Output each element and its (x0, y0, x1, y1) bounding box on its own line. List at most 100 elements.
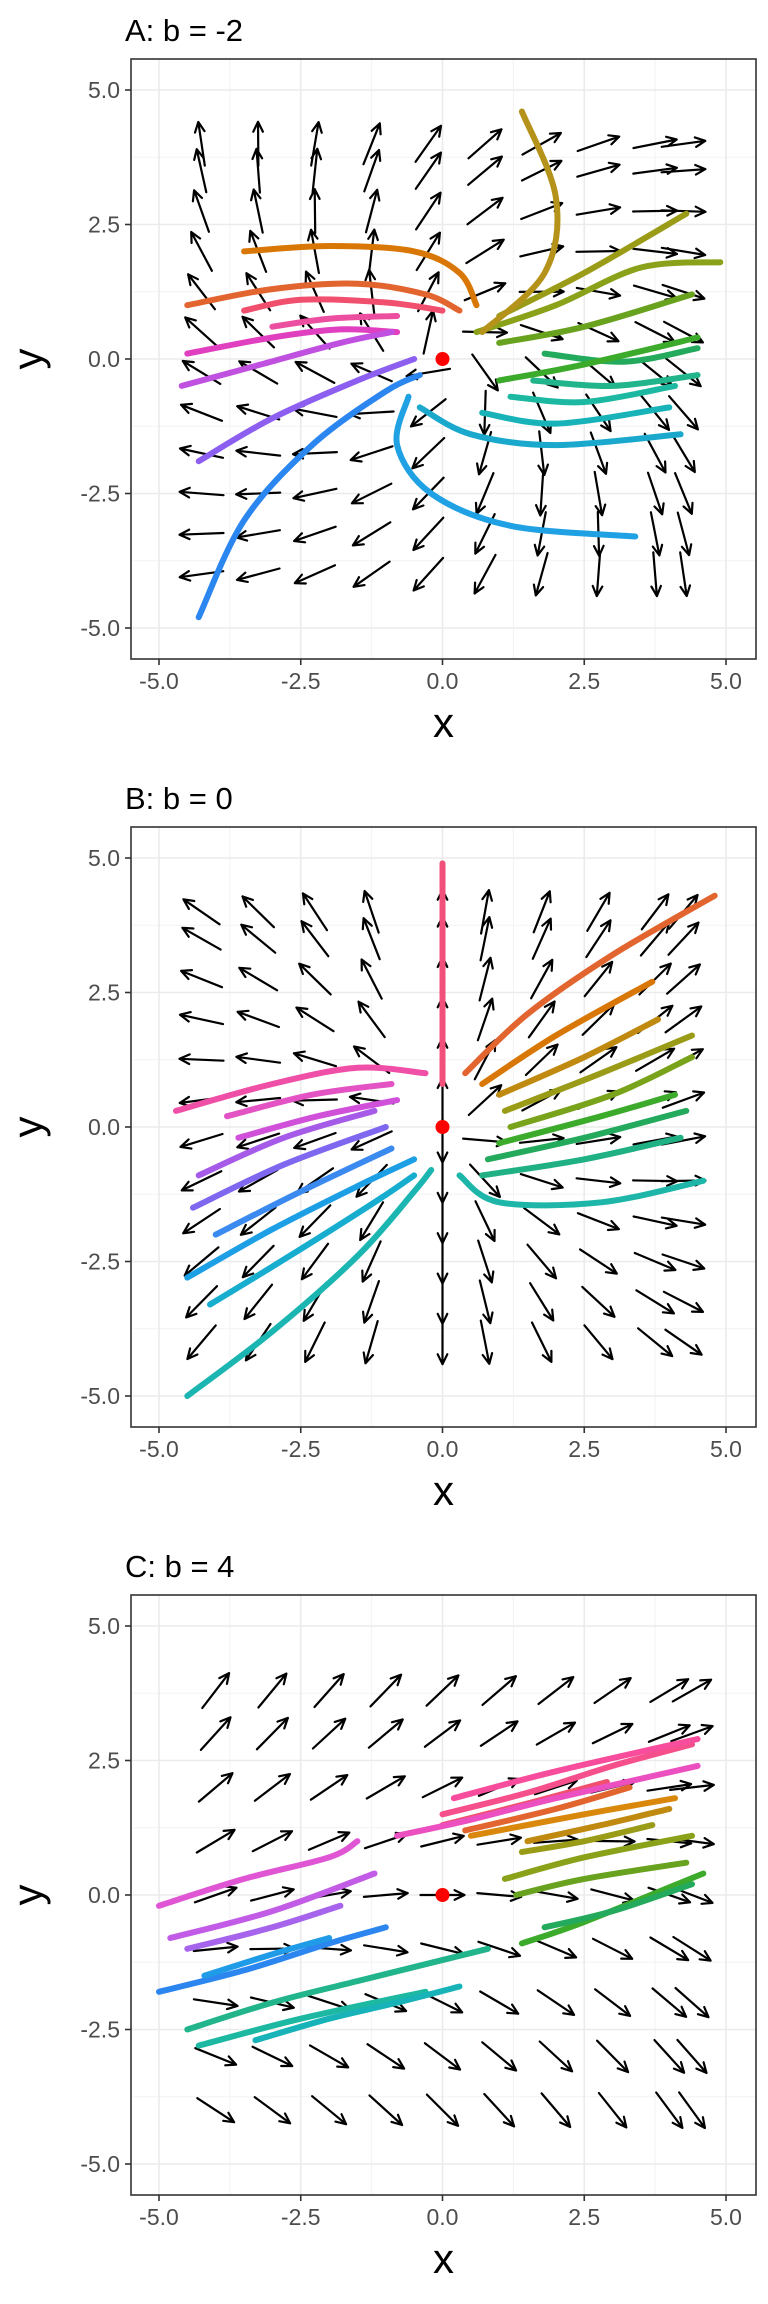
vector-arrow (591, 1722, 634, 1745)
trajectory-18 (184, 1167, 435, 1399)
vector-arrow (412, 516, 445, 552)
x-tick-label: -2.5 (281, 2204, 321, 2230)
vector-arrow (193, 1885, 238, 1904)
chart-panel-2: C: b = 4 -5.0 -5.0 -2.5 -2.5 0.0 0.0 2.5 2.5 5.0 5… (4, 1549, 757, 2282)
vector-arrow (670, 1723, 714, 1743)
vector-arrow (581, 1285, 616, 1318)
vector-arrow (661, 1253, 706, 1271)
vector-arrow (590, 1888, 635, 1904)
vector-arrow (199, 1716, 232, 1751)
trajectory-9 (416, 404, 684, 449)
vector-arrow (182, 1207, 221, 1235)
trajectory-5 (178, 329, 395, 389)
vector-arrow (594, 1988, 632, 2017)
trajectory-7 (518, 1822, 656, 1855)
trajectory-12 (156, 1838, 361, 1909)
vector-arrow (425, 1674, 460, 1707)
vector-arrow (593, 470, 607, 517)
trajectories (156, 1736, 707, 2049)
vector-arrow (193, 148, 208, 194)
vector-arrow (669, 1780, 715, 1792)
trajectory-19 (252, 1983, 463, 2044)
trajectory-11 (224, 1081, 395, 1120)
vector-arrow (365, 1775, 406, 1800)
trajectory-17 (184, 1945, 491, 2033)
trajectories (173, 860, 718, 1399)
y-tick-label: -2.5 (80, 2017, 120, 2043)
vector-arrow (178, 444, 225, 459)
y-tick-label: 0.0 (88, 1882, 120, 1908)
vector-arrow (300, 920, 330, 958)
vector-arrow (360, 958, 383, 1000)
trajectory-11 (507, 382, 678, 406)
vector-arrow (251, 147, 264, 194)
vector-arrow (575, 1132, 622, 1145)
vector-arrow (467, 155, 503, 186)
vector-arrow (660, 246, 707, 260)
x-tick-label: 5.0 (710, 1436, 742, 1462)
vector-arrow (190, 230, 213, 272)
vector-arrow (194, 2047, 238, 2067)
vector-arrow (362, 1280, 380, 1324)
trajectory-10 (479, 404, 673, 427)
vector-arrow (361, 917, 381, 961)
x-axis-title: x (433, 1467, 454, 1514)
chart-panel-1: B: b = 0 -5.0 -5.0 -2.5 -2.5 0.0 0.0 2.5 2.5 5.0 5… (4, 781, 757, 1514)
vector-arrow (361, 1240, 382, 1283)
vector-arrow (309, 1774, 349, 1801)
vector-arrow (530, 958, 554, 1000)
vector-arrow (660, 136, 707, 148)
vector-arrow (253, 1773, 291, 1802)
vector-arrow (660, 1216, 707, 1229)
vector-arrow (520, 159, 563, 182)
vector-arrow (240, 923, 277, 954)
vector-arrow (466, 196, 504, 226)
vector-arrow (197, 1772, 234, 1803)
vector-arrow (651, 1987, 688, 2018)
vector-arrow (364, 188, 381, 234)
vector-arrow (186, 1324, 217, 1361)
vector-arrow (586, 891, 611, 932)
vector-arrow (423, 2042, 462, 2071)
y-tick-label: -5.0 (80, 615, 120, 641)
x-tick-label: -5.0 (139, 668, 179, 694)
trajectories (178, 108, 724, 621)
vector-arrow (368, 2094, 404, 2127)
vector-arrow (480, 889, 493, 935)
vector-arrow (201, 1672, 231, 1710)
vector-arrow (298, 1204, 332, 1238)
vector-arrow (253, 2096, 292, 2125)
fixed-point-marker (435, 1120, 450, 1134)
vector-arrow (649, 1936, 690, 1962)
vector-arrow (597, 2091, 628, 2129)
vector-arrow (521, 131, 562, 156)
panel-title: C: b = 4 (125, 1549, 234, 1584)
vector-arrow (367, 1718, 404, 1749)
vector-arrow (307, 228, 320, 275)
trajectory-8 (393, 393, 639, 540)
vector-arrow (241, 315, 276, 349)
vector-arrow (537, 1676, 575, 1706)
vector-arrow (540, 2092, 572, 2129)
vector-arrow (436, 1278, 449, 1325)
x-tick-label: 2.5 (568, 1436, 600, 1462)
vector-arrow (243, 1283, 274, 1321)
vector-arrow (252, 120, 264, 167)
vector-arrow (469, 1163, 501, 1199)
trajectory-12 (530, 372, 701, 389)
vector-arrow (411, 436, 446, 470)
vector-arrow (660, 163, 707, 176)
trajectory-15 (212, 1145, 395, 1238)
vector-arrow (293, 564, 337, 585)
vector-arrow (178, 1011, 225, 1026)
vector-arrow (649, 1678, 690, 1703)
vector-arrow (292, 487, 338, 502)
vector-arrow (313, 1673, 345, 1709)
vector-arrow (311, 1717, 347, 1750)
vector-arrow (533, 511, 547, 557)
x-tick-label: 2.5 (568, 668, 600, 694)
vector-arrow (479, 1319, 494, 1365)
trajectory-0 (241, 243, 480, 309)
trajectory-6 (524, 1805, 673, 1845)
